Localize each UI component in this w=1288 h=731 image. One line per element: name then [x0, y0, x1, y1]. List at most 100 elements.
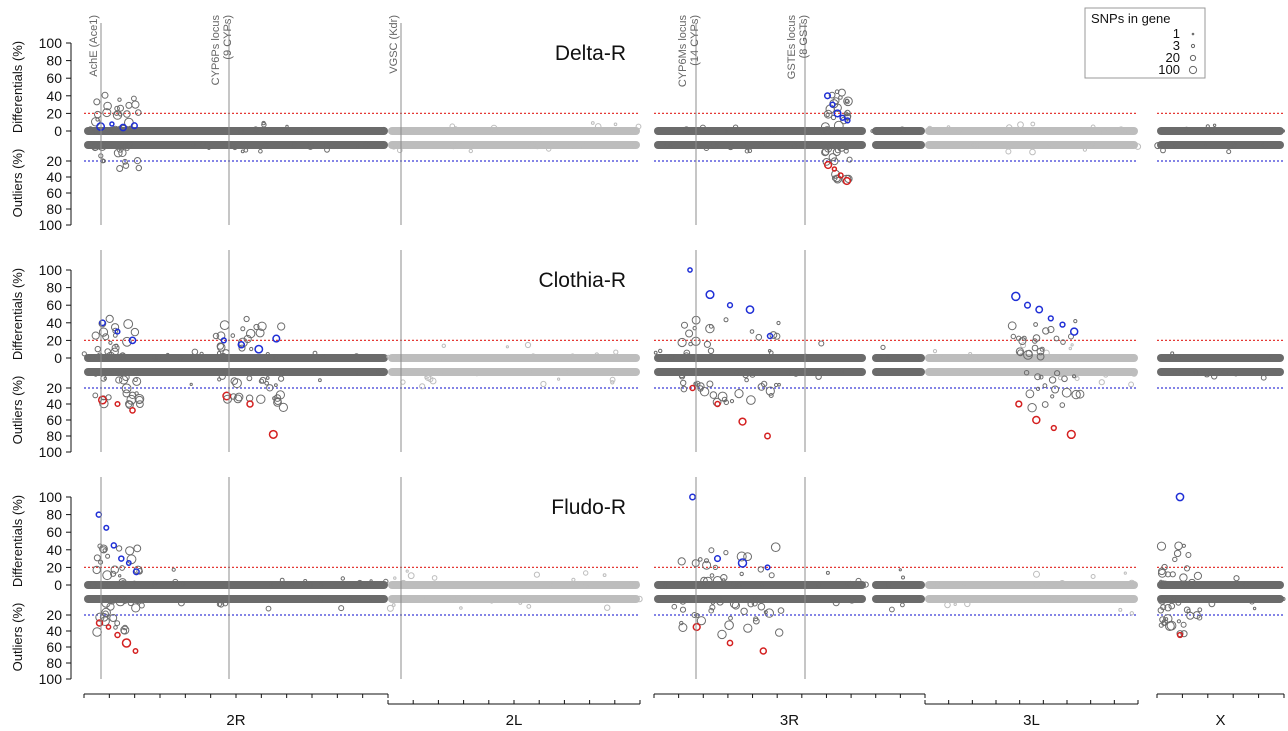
snp-point: [97, 543, 103, 549]
snp-point: [927, 128, 933, 134]
snp-point: [258, 148, 263, 154]
snp-point: [1184, 126, 1189, 132]
differential-point: [1011, 291, 1021, 302]
snp-point: [153, 127, 158, 133]
snp-point: [279, 370, 285, 376]
snp-point: [132, 580, 137, 585]
differential-point: [829, 101, 836, 108]
snp-point: [274, 383, 278, 388]
snp-point: [1113, 127, 1119, 134]
snp-point: [962, 581, 968, 587]
snp-point: [179, 581, 186, 588]
snp-point: [391, 603, 396, 607]
snp-point: [1260, 374, 1267, 381]
differential-point: [737, 558, 748, 568]
outlier-point: [132, 648, 139, 654]
snp-point: [114, 105, 120, 112]
snp-point: [152, 354, 159, 361]
snp-point: [110, 347, 119, 356]
snp-point: [1047, 597, 1054, 603]
snp-point: [136, 400, 144, 409]
snp-point: [89, 581, 97, 589]
snp-point: [546, 146, 552, 152]
snp-point: [697, 355, 704, 361]
snp-point: [678, 371, 686, 379]
outlier-point: [222, 391, 232, 401]
snp-point: [1058, 355, 1065, 361]
snp-point: [791, 142, 798, 149]
snp-point: [927, 125, 933, 131]
snp-point: [219, 320, 230, 331]
snp-point: [901, 575, 905, 580]
snp-point: [237, 127, 244, 135]
snp-point: [1021, 335, 1027, 341]
y-tick-label: 80: [46, 53, 62, 69]
snp-point: [1030, 121, 1036, 127]
snp-point: [709, 604, 716, 611]
snp-point: [1233, 575, 1240, 582]
snp-point: [265, 352, 270, 357]
snp-point: [917, 127, 925, 135]
snp-point: [223, 394, 232, 404]
y-axis-label-top: Differentials (%): [10, 495, 25, 587]
snp-point: [490, 124, 498, 132]
snp-point: [1032, 334, 1041, 342]
differential-point: [132, 568, 140, 576]
snp-point: [321, 354, 326, 359]
snp-point: [1186, 611, 1195, 620]
y-tick-label: 100: [39, 489, 63, 505]
snp-point: [1161, 580, 1166, 585]
snp-point: [1185, 552, 1192, 558]
snp-point: [285, 124, 289, 129]
snp-point: [405, 569, 409, 573]
snp-point: [1174, 541, 1183, 551]
legend-entry-symbol: [1189, 54, 1197, 62]
snp-point: [765, 128, 772, 134]
snp-point: [172, 578, 179, 585]
snp-point: [145, 597, 150, 601]
snp-point: [1050, 394, 1055, 399]
snp-point: [1010, 333, 1016, 340]
snp-point: [1128, 579, 1136, 587]
snp-point: [1036, 347, 1045, 356]
snp-point: [1197, 607, 1203, 613]
snp-point: [710, 142, 717, 149]
snp-point: [123, 319, 134, 329]
snp-point: [1070, 343, 1074, 347]
panel-delta-r: Differentials (%)Outliers (%)10080604020…: [10, 35, 1286, 233]
y-tick-label: 100: [39, 217, 63, 233]
snp-point: [111, 343, 120, 352]
snp-point: [471, 356, 475, 360]
snp-point: [261, 122, 267, 128]
snp-point: [1267, 354, 1273, 360]
snp-point: [1183, 565, 1191, 572]
snp-point: [133, 377, 138, 383]
snp-point: [1180, 621, 1187, 628]
snp-point: [386, 604, 394, 612]
y-axis-label-bottom: Outliers (%): [10, 149, 25, 218]
snp-point: [1164, 604, 1172, 612]
snp-point: [1212, 123, 1217, 128]
baseline-band-differential: [872, 354, 925, 362]
snp-point: [832, 599, 840, 607]
snp-point: [818, 340, 825, 347]
snp-point: [668, 354, 674, 360]
baseline-band-differential: [388, 127, 640, 135]
snp-point: [696, 616, 707, 626]
snp-point: [243, 315, 250, 323]
snp-point: [101, 91, 109, 99]
baseline-band-outlier: [388, 368, 640, 376]
snp-point: [855, 577, 862, 584]
y-tick-label: 40: [46, 396, 62, 412]
snp-point: [671, 603, 678, 610]
snp-point: [771, 128, 776, 133]
snp-point: [724, 620, 734, 631]
snp-point: [199, 351, 204, 356]
differential-point: [839, 114, 846, 121]
arm-label: 3L: [1023, 712, 1040, 729]
snp-point: [1168, 602, 1176, 610]
snp-point: [230, 141, 237, 149]
snp-point: [272, 396, 277, 401]
snp-point: [230, 377, 239, 385]
snp-point: [702, 560, 712, 570]
